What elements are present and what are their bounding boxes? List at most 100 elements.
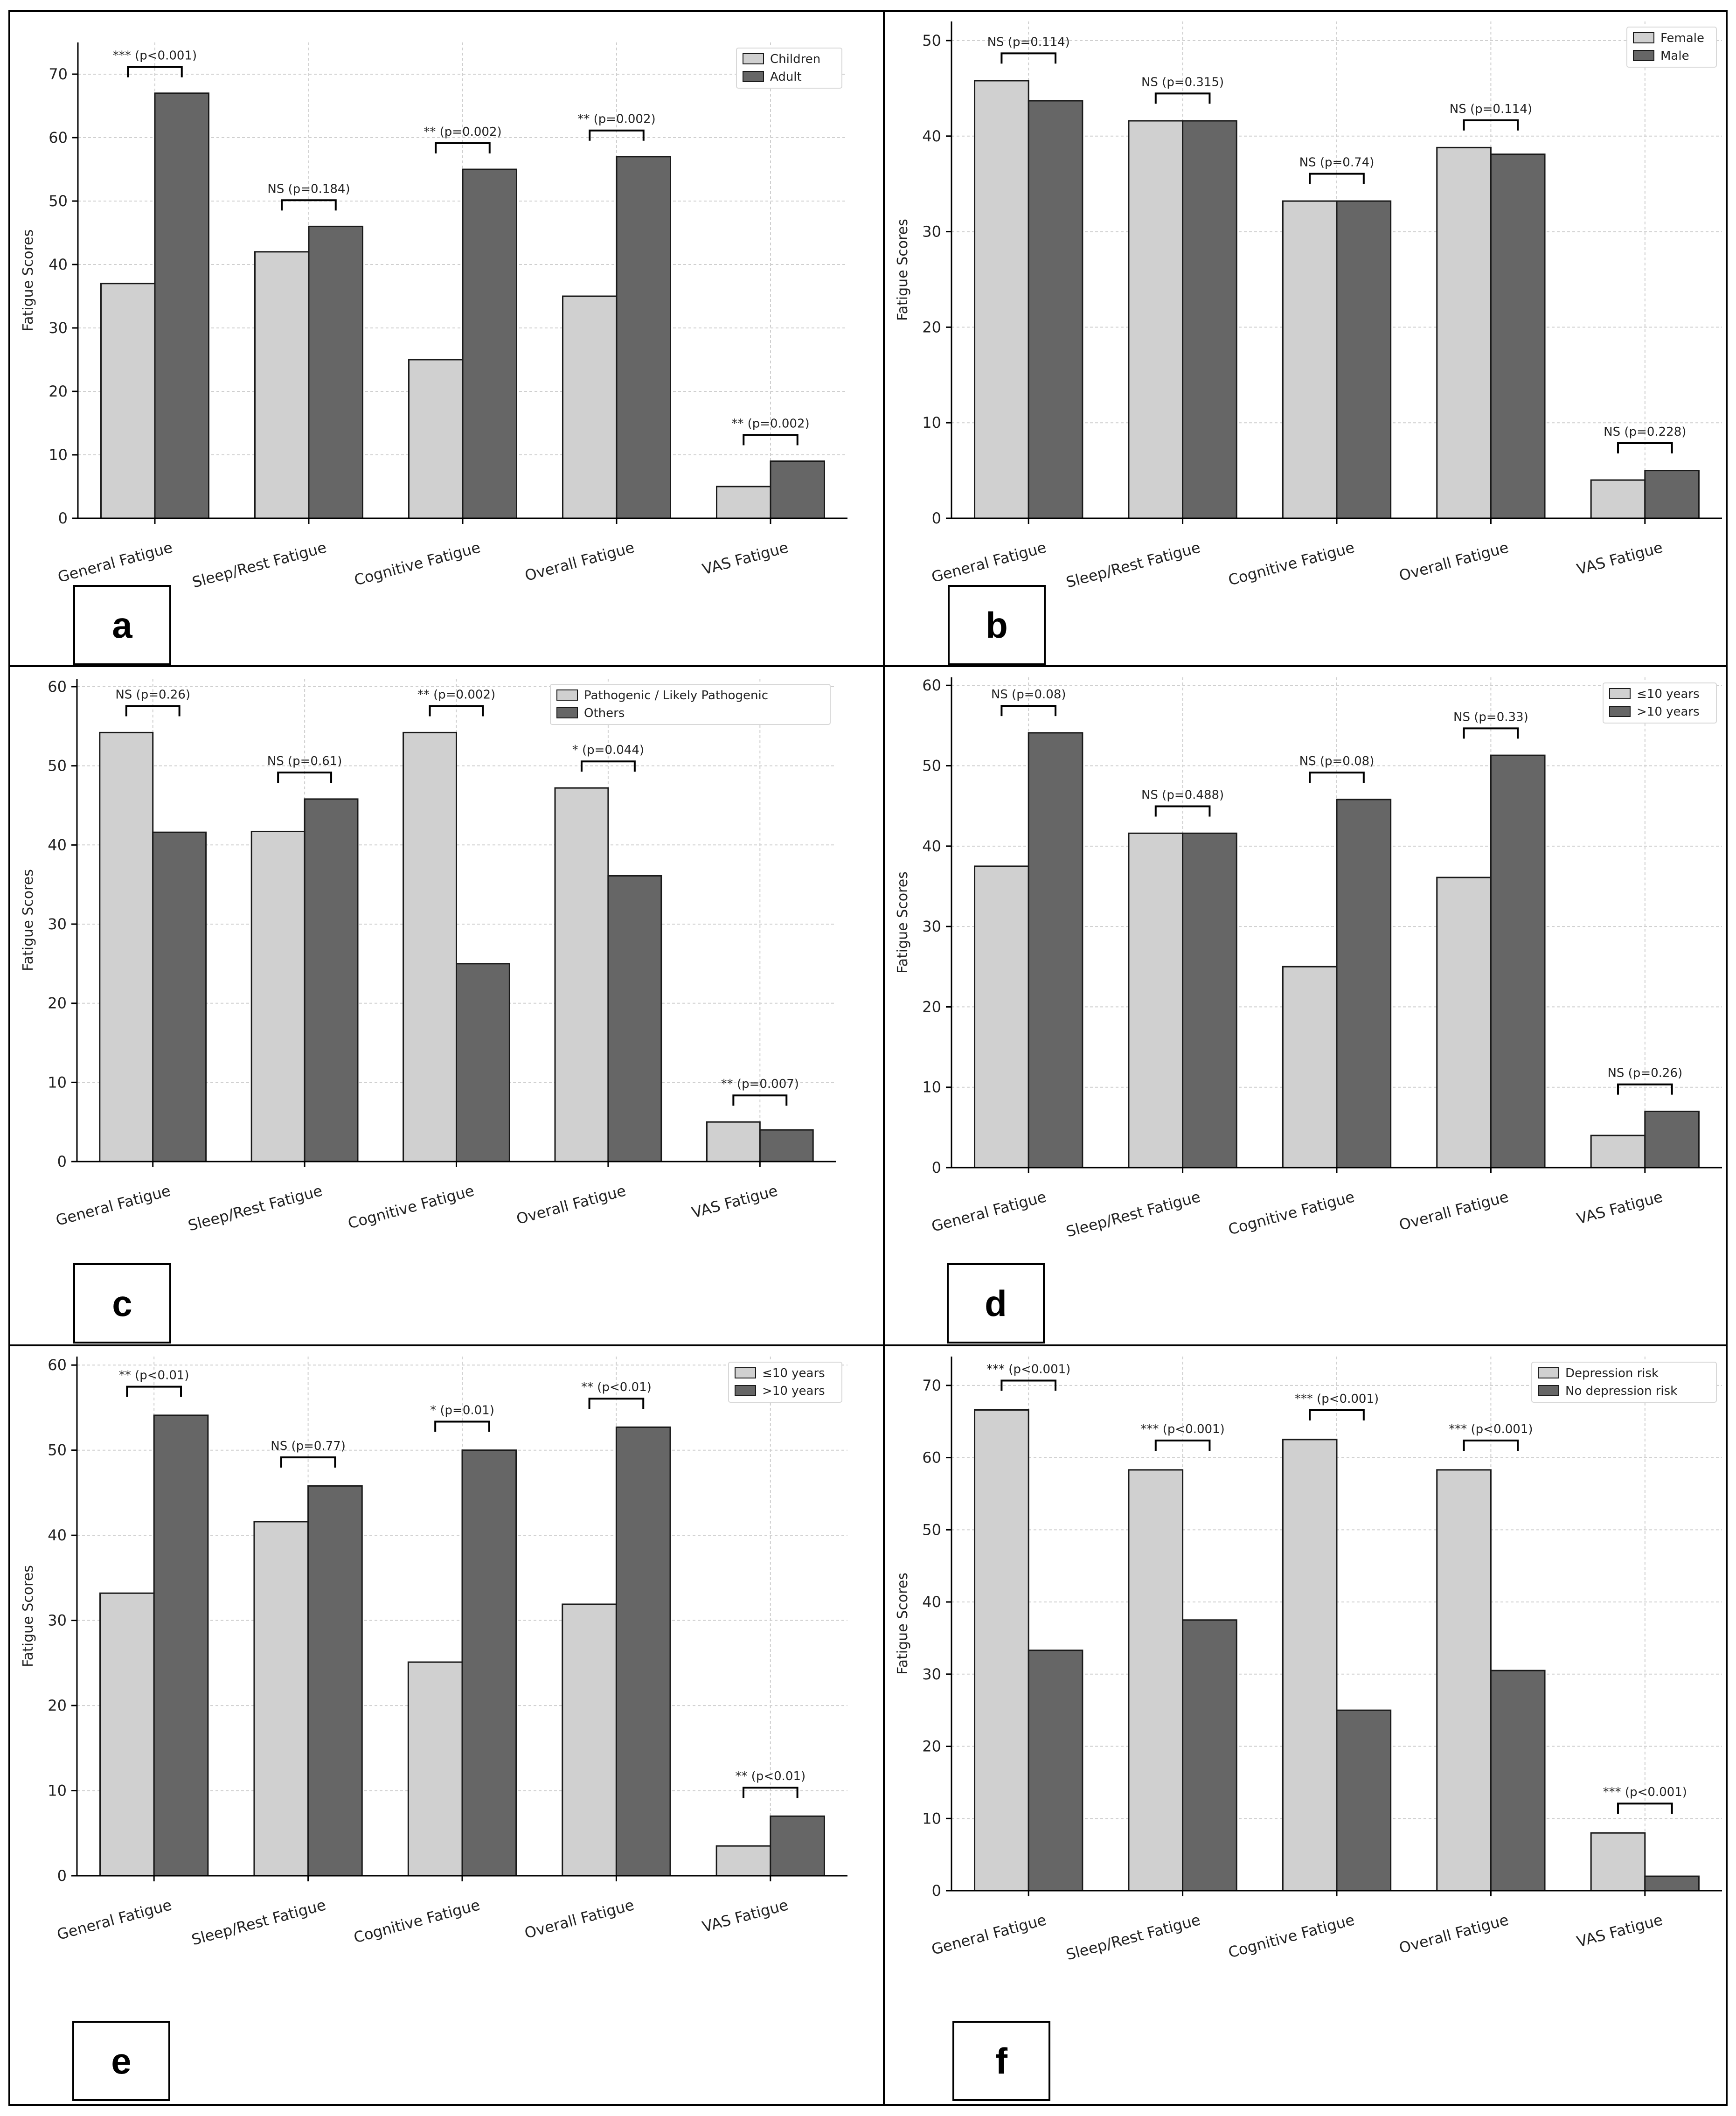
bar-series1 [408,359,464,519]
y-tick-label: 50 [49,192,68,210]
legend-label: Female [1660,31,1704,45]
y-tick-label: 60 [922,676,941,694]
significance-label: NS (p=0.228) [1604,425,1686,439]
bar-series1 [1128,832,1184,1169]
bar-series2 [1028,1650,1083,1892]
x-tick-label: Sleep/Rest Fatigue [1064,538,1202,591]
y-tick-label: 50 [48,1441,67,1459]
panel-a: *** (p<0.001) NS (p=0.184) ** (p=0.002) ** … [10,12,882,684]
panel-f: *** (p<0.001) *** (p<0.001) *** (p<0.001) *… [885,1346,1736,2101]
x-tick-label: VAS Fatigue [700,1896,790,1936]
y-tick-label: 10 [48,1782,67,1800]
x-tick-label: Sleep/Rest Fatigue [190,538,328,591]
bar-series1 [706,1121,761,1162]
y-tick-label: 30 [48,1612,67,1629]
bar-series2 [759,1129,814,1162]
legend-label: Depression risk [1565,1366,1659,1380]
y-tick-label: 40 [922,127,941,145]
significance-label: NS (p=0.26) [115,688,190,702]
y-tick-label: 0 [58,509,68,527]
x-tick-label: Cognitive Fatigue [1226,538,1356,589]
significance-bracket [1154,1439,1211,1451]
bar-series2 [307,1485,363,1877]
x-tick-label: Overall Fatigue [523,538,636,585]
significance-bracket [126,1385,182,1397]
legend-swatch [735,1385,756,1396]
legend-box [550,684,831,725]
bar-series1 [1436,877,1492,1169]
significance-label: *** (p<0.001) [1603,1785,1687,1799]
legend-label: >10 years [1637,705,1700,719]
chart-a: *** (p<0.001) NS (p=0.184) ** (p=0.002) ** … [20,42,847,591]
y-tick-label: 50 [48,757,67,775]
significance-bracket [1617,442,1673,454]
y-tick-label: 60 [48,678,67,696]
bar-series2 [1182,1619,1237,1892]
significance-bracket [125,705,181,717]
bar-series2 [1028,732,1083,1169]
significance-bracket [1463,727,1519,739]
x-tick-label: Cognitive Fatigue [352,1896,482,1947]
y-tick-label: 40 [922,1593,941,1611]
x-tick-label: VAS Fatigue [1575,1188,1664,1228]
x-tick-label: Cognitive Fatigue [1226,1911,1356,1962]
y-tick-label: 10 [49,446,68,464]
bar-series2 [1028,100,1083,519]
y-axis-label: Fatigue Scores [895,871,911,974]
bar-series1 [253,1521,309,1877]
bar-series2 [456,963,510,1162]
x-tick-label: Overall Fatigue [1397,1188,1511,1234]
x-tick-label: VAS Fatigue [1575,538,1664,578]
x-tick-label: VAS Fatigue [690,1182,779,1222]
x-tick-label: VAS Fatigue [1575,1911,1664,1951]
bar-series2 [770,460,825,519]
y-axis-label: Fatigue Scores [20,869,36,971]
significance-bracket [1000,52,1057,64]
bar-series2 [770,1815,825,1877]
significance-bracket [589,129,645,141]
legend-label: Children [770,52,820,66]
y-tick-label: 40 [49,256,68,273]
y-tick-label: 70 [922,1377,941,1394]
y-tick-label: 40 [48,1526,67,1544]
y-tick-label: 0 [57,1867,67,1885]
significance-bracket [1154,805,1211,817]
bar-series2 [308,225,363,519]
figure-frame [8,10,1728,2106]
significance-bracket [1463,1439,1519,1451]
bar-series1 [974,865,1029,1169]
significance-bracket [588,1398,645,1409]
x-tick-label: Overall Fatigue [514,1182,628,1228]
x-tick-label: General Fatigue [930,538,1048,586]
panel-b: NS (p=0.114) NS (p=0.315) NS (p=0.74) NS (p… [885,12,1736,684]
bar-series1 [974,1409,1029,1892]
legend-swatch [556,689,578,701]
legend-swatch [743,53,764,64]
significance-label: NS (p=0.08) [1299,754,1375,768]
bar-series2 [461,1449,517,1877]
y-tick-label: 50 [922,32,941,49]
bar-series1 [1590,1832,1646,1892]
y-tick-label: 20 [922,318,941,336]
bar-series2 [1336,799,1392,1169]
y-axis-label: Fatigue Scores [895,1573,911,1675]
chart-c: NS (p=0.26) NS (p=0.61) ** (p=0.002) * (p=0… [20,678,836,1234]
bar-series1 [562,1603,617,1877]
x-tick-label: General Fatigue [56,538,174,586]
legend-swatch [743,71,764,82]
y-tick-label: 60 [922,1449,941,1467]
significance-bracket [429,705,484,717]
y-tick-label: 60 [48,1356,67,1374]
y-tick-label: 30 [922,1665,941,1683]
y-tick-label: 10 [48,1073,67,1091]
panel-label-e: e [72,2021,170,2101]
legend-swatch [1538,1367,1559,1378]
y-tick-label: 30 [49,319,68,337]
significance-label: NS (p=0.77) [271,1439,346,1453]
y-axis-label: Fatigue Scores [20,1565,36,1667]
bar-series2 [152,831,207,1162]
significance-bracket [1463,119,1519,131]
vertical-divider [883,10,885,2106]
bar-series1 [99,731,154,1162]
bar-series1 [1282,966,1338,1169]
